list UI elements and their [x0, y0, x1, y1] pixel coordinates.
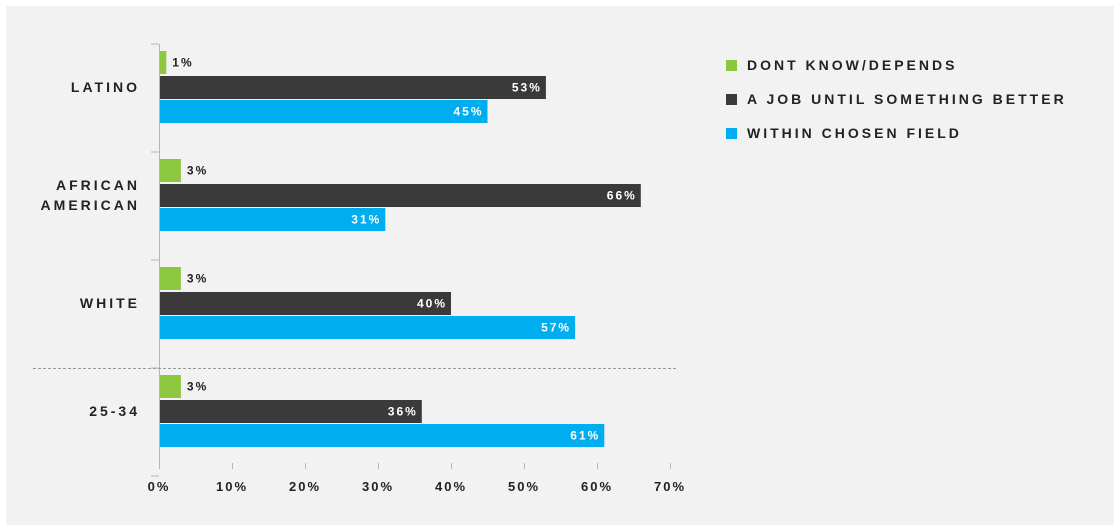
data-label: 31% [351, 213, 381, 227]
legend: DONT KNOW/DEPENDS A JOB UNTIL SOMETHING B… [726, 53, 1067, 155]
category-label: 25-34 [89, 403, 140, 419]
legend-label: DONT KNOW/DEPENDS [747, 57, 958, 73]
bar [160, 184, 641, 207]
bar [160, 76, 546, 99]
bar [160, 316, 576, 339]
bar [160, 400, 422, 423]
bar [160, 375, 181, 398]
x-tick-label: 50% [508, 479, 540, 494]
legend-label: WITHIN CHOSEN FIELD [747, 125, 962, 141]
legend-label: A JOB UNTIL SOMETHING BETTER [747, 91, 1067, 107]
data-label: 3% [187, 164, 208, 178]
x-tick-label: 0% [148, 479, 171, 494]
category-label: LATINO [71, 79, 140, 95]
bar [160, 159, 181, 182]
bar [160, 51, 167, 74]
legend-item: DONT KNOW/DEPENDS [726, 53, 1067, 77]
data-label: 3% [187, 380, 208, 394]
legend-item: A JOB UNTIL SOMETHING BETTER [726, 87, 1067, 111]
legend-item: WITHIN CHOSEN FIELD [726, 121, 1067, 145]
bar-chart: 0% 10% 20% 30% 40% 50% 60% 70% LATINO AFRICAN AMER… [33, 43, 686, 494]
x-tick-label: 30% [362, 479, 394, 494]
category-label: WHITE [80, 295, 140, 311]
data-label: 36% [388, 405, 418, 419]
x-tick-label: 40% [435, 479, 467, 494]
legend-swatch [726, 59, 737, 71]
data-label: 1% [172, 56, 193, 70]
legend-swatch [726, 93, 737, 105]
data-label: 45% [453, 105, 483, 119]
data-label: 40% [417, 297, 447, 311]
data-label: 61% [570, 429, 600, 443]
bar [160, 100, 488, 123]
chart-panel: 0% 10% 20% 30% 40% 50% 60% 70% LATINO AFRICAN AMER… [6, 6, 1114, 525]
category-label: AMERICAN [41, 197, 140, 213]
bar [160, 292, 451, 315]
data-label: 57% [541, 321, 571, 335]
x-tick-label: 10% [216, 479, 248, 494]
data-label: 66% [607, 189, 637, 203]
x-tick-label: 70% [654, 479, 686, 494]
data-label: 53% [512, 81, 542, 95]
legend-swatch [726, 127, 737, 139]
bar [160, 208, 386, 231]
bar [160, 267, 181, 290]
x-tick-label: 20% [289, 479, 321, 494]
bar [160, 424, 605, 447]
x-tick-label: 60% [581, 479, 613, 494]
category-label: AFRICAN [56, 177, 140, 193]
data-label: 3% [187, 272, 208, 286]
